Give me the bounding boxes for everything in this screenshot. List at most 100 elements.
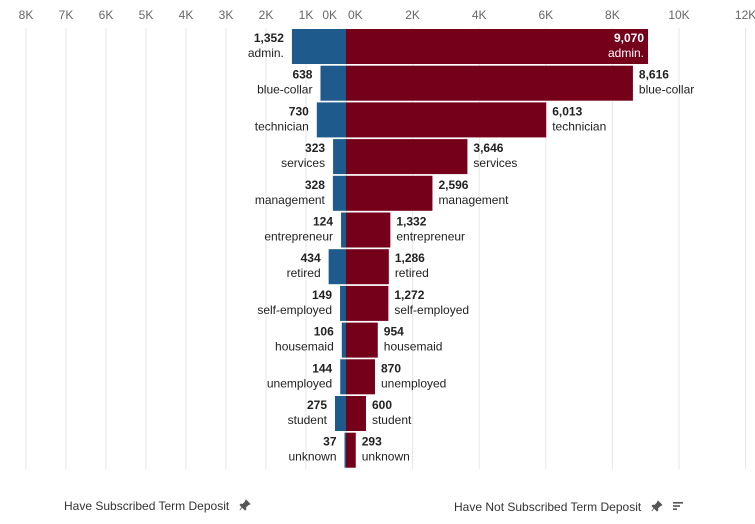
- bar-subscribed[interactable]: [344, 432, 346, 468]
- not-subscribed-value-label: 8,616: [639, 68, 669, 82]
- right-legend: Have Not Subscribed Term Deposit: [454, 500, 684, 515]
- bar-subscribed[interactable]: [335, 396, 346, 431]
- bar-not-subscribed[interactable]: [346, 139, 468, 175]
- bar-subscribed[interactable]: [340, 359, 346, 395]
- subscribed-value-label: 434: [301, 251, 321, 265]
- axis-ticks: 8K 7K 6K 5K 4K 3K 2K 1K 0K 0K 2K 4K 6K 8K 10K 12K: [19, 8, 755, 22]
- right-tick-label: 4K: [472, 8, 487, 22]
- subscribed-category-label: services: [281, 156, 325, 170]
- bar-not-subscribed[interactable]: [346, 29, 649, 64]
- not-subscribed-category-label: self-employed: [394, 303, 469, 317]
- bar-not-subscribed[interactable]: [346, 249, 389, 285]
- left-tick-label: 5K: [139, 8, 154, 22]
- subscribed-category-label: retired: [287, 266, 321, 280]
- not-subscribed-value-label: 3,646: [473, 141, 503, 155]
- not-subscribed-category-label: management: [438, 193, 509, 207]
- not-subscribed-value-label: 2,596: [438, 178, 468, 192]
- bar-subscribed[interactable]: [320, 65, 346, 101]
- right-tick-label: 10K: [668, 8, 689, 22]
- left-tick-label: 3K: [219, 8, 234, 22]
- not-subscribed-value-label: 600: [372, 398, 392, 412]
- not-subscribed-value-label: 1,332: [396, 215, 426, 229]
- bar-not-subscribed[interactable]: [346, 175, 433, 211]
- subscribed-category-label: technician: [255, 119, 309, 133]
- not-subscribed-category-label: technician: [552, 119, 606, 133]
- bar-subscribed[interactable]: [341, 322, 346, 358]
- bar-subscribed[interactable]: [316, 102, 346, 138]
- pin-icon[interactable]: [238, 499, 251, 514]
- not-subscribed-category-label: blue-collar: [639, 83, 694, 97]
- not-subscribed-category-label: services: [473, 156, 517, 170]
- grid-layer: [25, 28, 747, 469]
- pin-icon[interactable]: [650, 500, 663, 515]
- bar-labels: 1,352admin.9,070admin.638blue-collar8,61…: [248, 31, 694, 464]
- right-tick-label: 2K: [405, 8, 420, 22]
- bar-subscribed[interactable]: [333, 139, 346, 175]
- subscribed-category-label: unemployed: [267, 376, 332, 390]
- subscribed-value-label: 124: [313, 215, 333, 229]
- bar-not-subscribed[interactable]: [346, 359, 375, 395]
- subscribed-value-label: 730: [289, 104, 309, 118]
- left-tick-label: 8K: [19, 8, 34, 22]
- subscribed-category-label: self-employed: [257, 303, 332, 317]
- subscribed-value-label: 106: [314, 325, 334, 339]
- subscribed-category-label: student: [288, 413, 328, 427]
- subscribed-category-label: management: [255, 193, 326, 207]
- not-subscribed-category-label: admin.: [608, 46, 644, 60]
- subscribed-category-label: entrepreneur: [264, 230, 333, 244]
- sort-icon[interactable]: [672, 500, 684, 515]
- not-subscribed-value-label: 1,272: [394, 288, 424, 302]
- left-tick-label: 7K: [59, 8, 74, 22]
- left-tick-label: 0K: [322, 8, 337, 22]
- not-subscribed-category-label: retired: [395, 266, 429, 280]
- bar-subscribed[interactable]: [332, 175, 346, 211]
- bars: [291, 29, 649, 468]
- subscribed-category-label: blue-collar: [257, 83, 312, 97]
- bar-not-subscribed[interactable]: [346, 432, 356, 468]
- not-subscribed-category-label: student: [372, 413, 412, 427]
- bar-subscribed[interactable]: [328, 249, 346, 285]
- left-tick-label: 4K: [179, 8, 194, 22]
- right-tick-label: 6K: [538, 8, 553, 22]
- bar-not-subscribed[interactable]: [346, 396, 366, 431]
- subscribed-value-label: 1,352: [254, 31, 284, 45]
- right-tick-label: 12K: [735, 8, 755, 22]
- subscribed-value-label: 323: [305, 141, 325, 155]
- subscribed-value-label: 37: [323, 435, 337, 449]
- subscribed-category-label: unknown: [288, 450, 336, 464]
- bar-subscribed[interactable]: [341, 212, 346, 248]
- subscribed-value-label: 144: [312, 361, 332, 375]
- not-subscribed-value-label: 870: [381, 361, 401, 375]
- not-subscribed-category-label: entrepreneur: [396, 230, 465, 244]
- bar-not-subscribed[interactable]: [346, 212, 391, 248]
- bar-not-subscribed[interactable]: [346, 285, 389, 321]
- left-legend-label: Have Subscribed Term Deposit: [64, 499, 230, 513]
- left-tick-label: 1K: [299, 8, 314, 22]
- not-subscribed-category-label: unemployed: [381, 376, 446, 390]
- right-tick-label: 0K: [348, 8, 363, 22]
- bar-not-subscribed[interactable]: [346, 102, 547, 138]
- right-legend-label: Have Not Subscribed Term Deposit: [454, 500, 642, 514]
- left-legend: Have Subscribed Term Deposit: [64, 499, 251, 514]
- bar-not-subscribed[interactable]: [346, 322, 378, 358]
- not-subscribed-value-label: 954: [384, 325, 404, 339]
- subscribed-value-label: 328: [305, 178, 325, 192]
- subscribed-value-label: 275: [307, 398, 327, 412]
- not-subscribed-category-label: unknown: [362, 450, 410, 464]
- not-subscribed-value-label: 1,286: [395, 251, 425, 265]
- subscribed-value-label: 149: [312, 288, 332, 302]
- left-tick-label: 2K: [259, 8, 274, 22]
- subscribed-category-label: admin.: [248, 46, 284, 60]
- not-subscribed-value-label: 6,013: [552, 104, 582, 118]
- bar-subscribed[interactable]: [291, 29, 346, 64]
- left-tick-label: 6K: [99, 8, 114, 22]
- bar-subscribed[interactable]: [340, 285, 346, 321]
- not-subscribed-value-label: 293: [362, 435, 382, 449]
- right-tick-label: 8K: [605, 8, 620, 22]
- subscribed-category-label: housemaid: [275, 340, 334, 354]
- not-subscribed-category-label: housemaid: [384, 340, 443, 354]
- bar-not-subscribed[interactable]: [346, 65, 633, 101]
- not-subscribed-value-label: 9,070: [614, 31, 644, 45]
- subscribed-value-label: 638: [292, 68, 312, 82]
